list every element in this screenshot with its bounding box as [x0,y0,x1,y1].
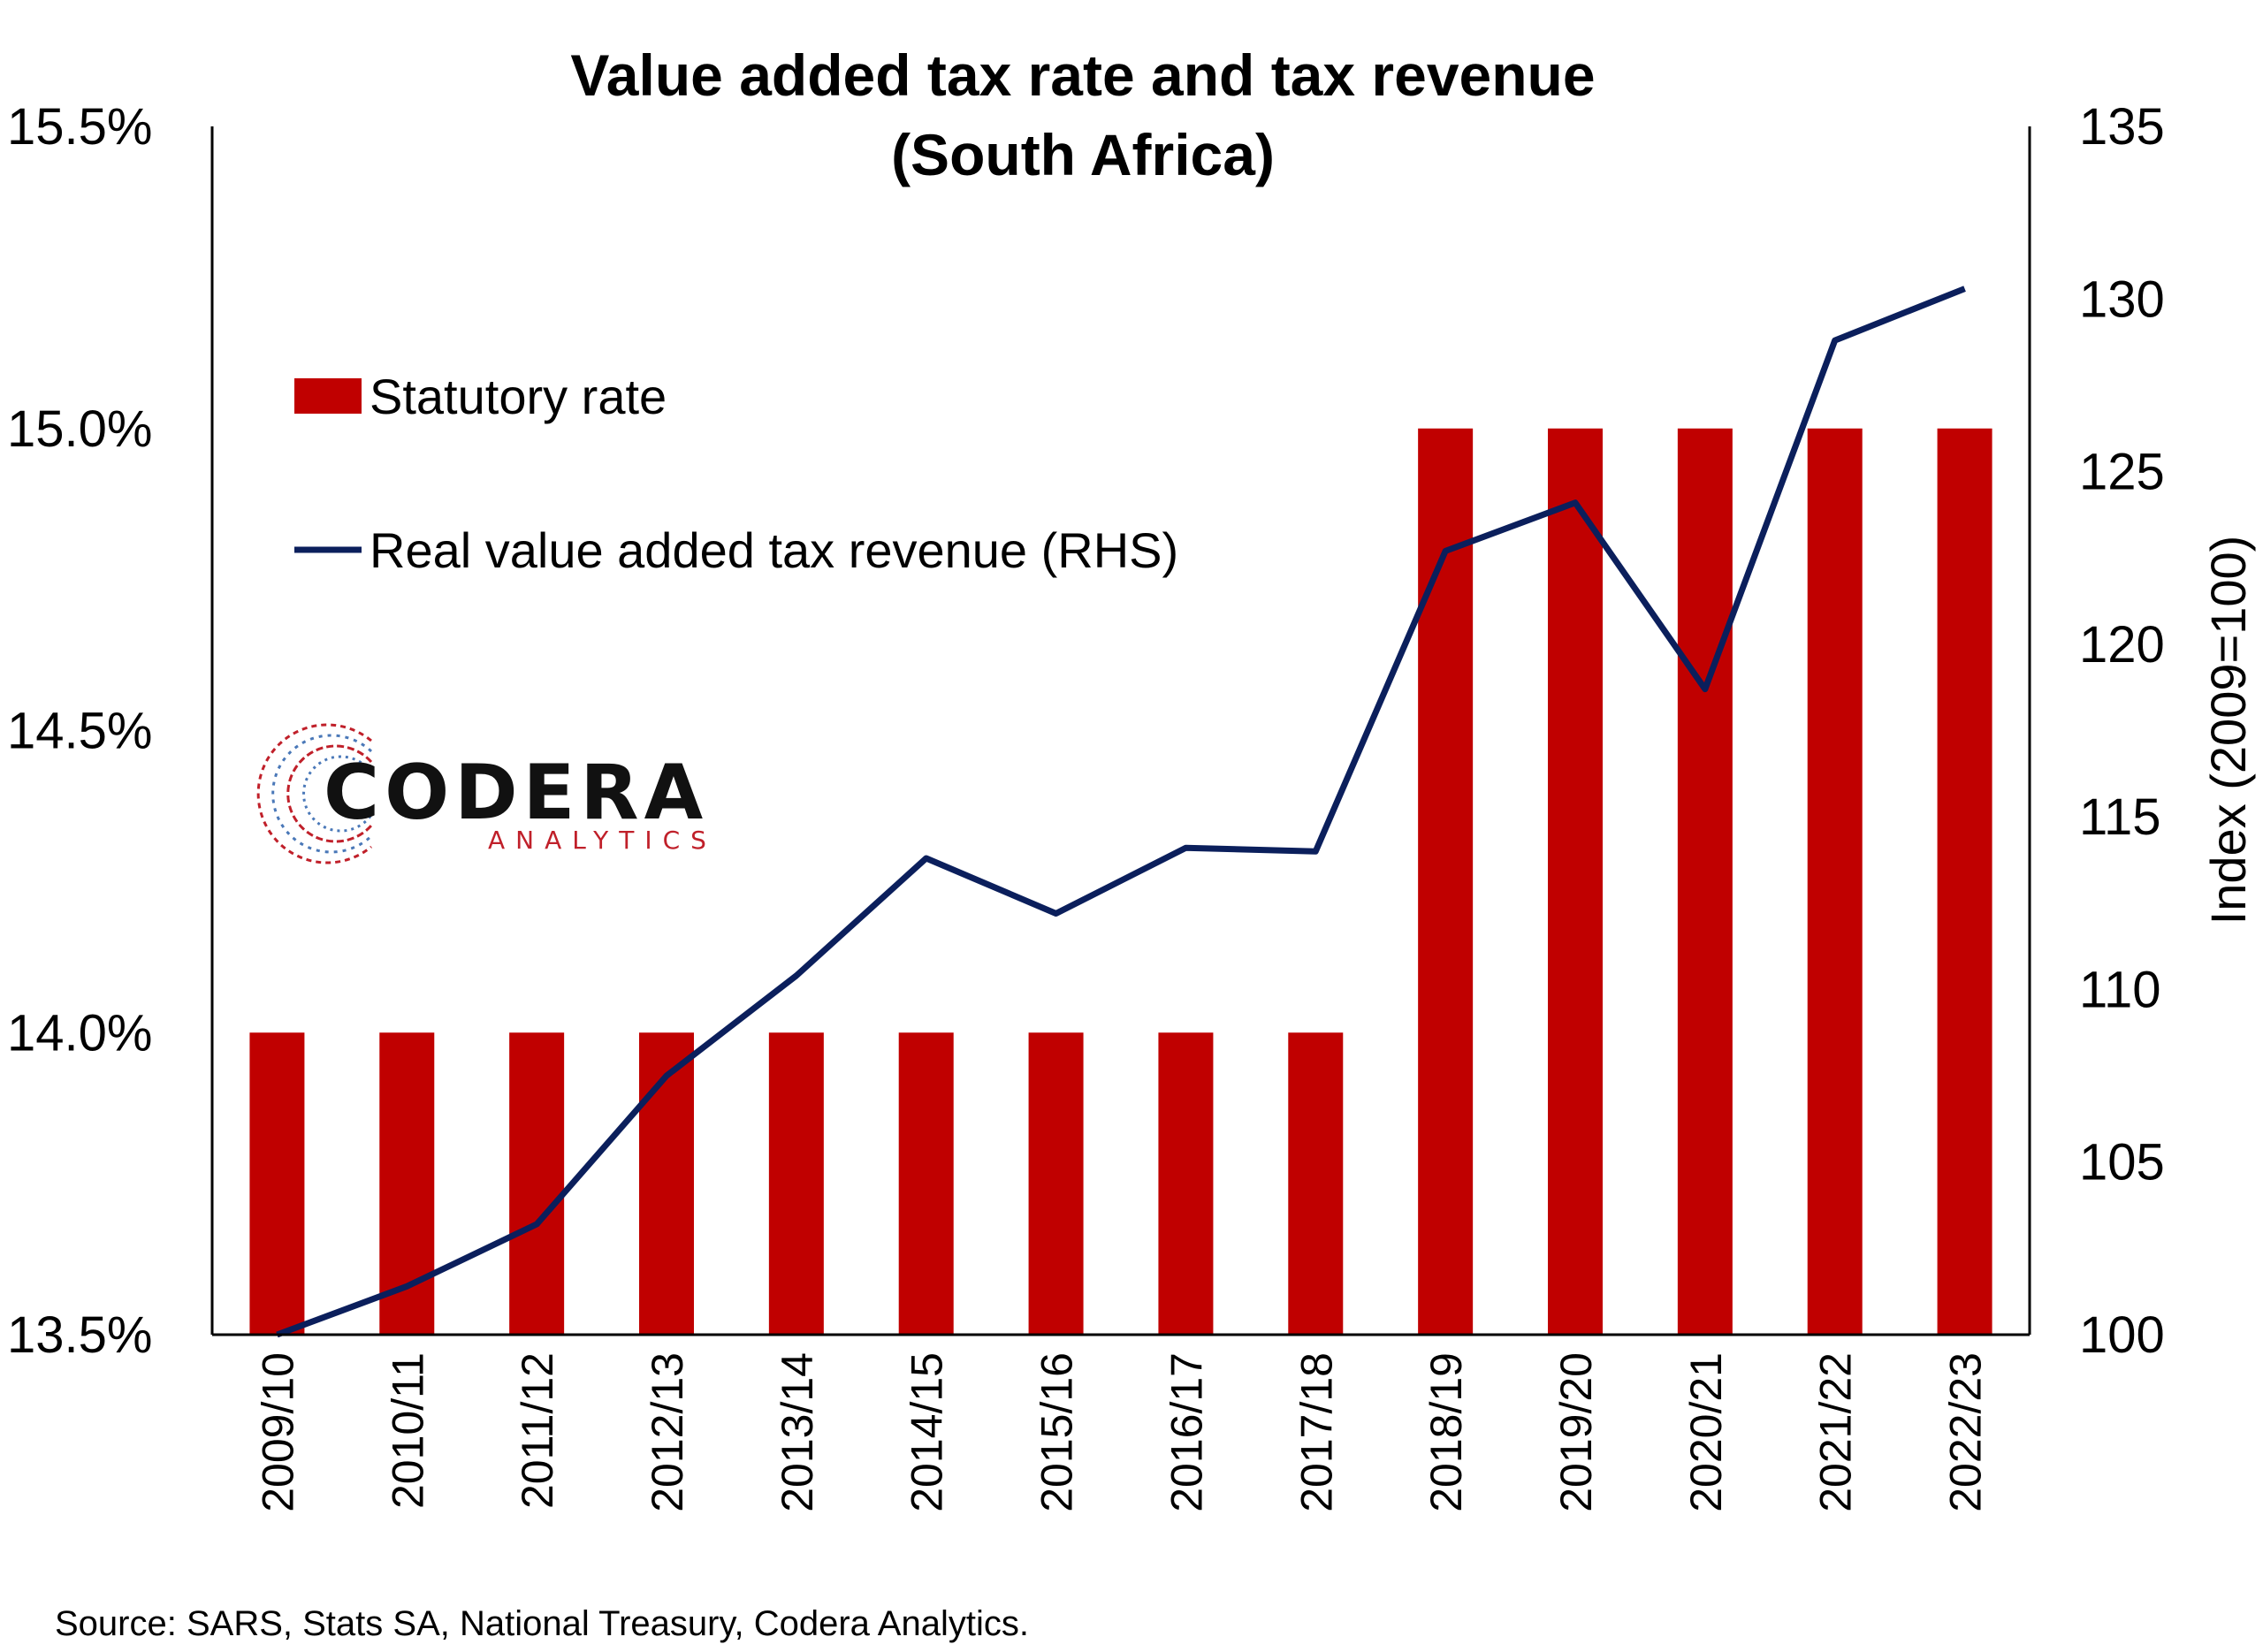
x-tick-label: 2021/22 [1811,1352,1861,1512]
x-tick-label: 2011/12 [513,1352,562,1509]
x-tick-label: 2014/15 [903,1352,952,1512]
codera-logo: CODERA ANALYTICS [256,723,717,864]
logo-ring-icon [256,723,373,864]
x-tick-label: 2019/20 [1551,1352,1601,1512]
logo-name: CODERA [324,749,708,837]
bar-2015/16 [1028,1032,1084,1335]
left-tick-label: 14.0% [7,1004,152,1062]
revenue-line [276,285,1966,1338]
bar-2018/19 [1418,428,1474,1335]
bar-2014/15 [898,1032,954,1335]
right-tick-label: 125 [2079,444,2165,501]
x-axis-ticks: 2009/10 2010/11 2011/12 2012/13 2013/14 2014/… [253,1352,1990,1512]
left-tick-label: 15.5% [7,98,152,156]
x-tick-label: 2015/16 [1032,1352,1082,1512]
x-tick-label: 2018/19 [1421,1352,1471,1512]
right-tick-label: 100 [2079,1306,2165,1364]
right-tick-label: 110 [2079,961,2160,1018]
chart-title: Value added tax rate and tax revenue [570,42,1595,108]
x-tick-label: 2016/17 [1162,1352,1211,1512]
x-tick-label: 2020/21 [1681,1352,1731,1512]
bar-2020/21 [1677,428,1733,1335]
x-tick-label: 2022/23 [1941,1352,1991,1512]
right-tick-label: 130 [2079,270,2165,328]
legend-label-line: Real value added tax revenue (RHS) [370,522,1178,578]
source-note: Source: SARS, Stats SA, National Treasur… [55,1604,1029,1643]
right-axis-ticks: 100 105 110 115 120 125 130 135 [2079,98,2165,1364]
right-axis-label: Index (2009=100) [2200,536,2256,925]
bar-2012/13 [639,1032,694,1335]
bar-2019/20 [1548,428,1603,1335]
left-tick-label: 14.5% [7,703,152,760]
x-tick-label: 2009/10 [253,1352,302,1512]
legend-swatch-bar [294,378,362,414]
x-tick-label: 2012/13 [643,1352,692,1512]
left-axis-ticks: 13.5% 14.0% 14.5% 15.0% 15.5% [7,98,152,1364]
right-tick-label: 120 [2079,616,2165,674]
x-tick-label: 2010/11 [383,1352,432,1509]
x-tick-label: 2017/18 [1292,1352,1341,1512]
right-tick-label: 135 [2079,98,2165,156]
line-series [276,285,1966,1338]
bar-series [249,428,1993,1335]
right-tick-label: 115 [2079,788,2160,846]
bar-2021/22 [1807,428,1863,1335]
right-tick-label: 105 [2079,1134,2165,1191]
bar-2011/12 [509,1032,565,1335]
bar-2009/10 [249,1032,305,1335]
logo-subname: ANALYTICS [488,826,717,855]
axes [210,126,2031,1336]
bar-2016/17 [1158,1032,1214,1335]
legend: Statutory rate Real value added tax reve… [294,369,1178,578]
left-tick-label: 13.5% [7,1306,152,1364]
bar-2013/14 [768,1032,824,1335]
legend-label-bar: Statutory rate [370,369,667,424]
bar-2022/23 [1937,428,1993,1335]
chart-subtitle: (South Africa) [891,122,1275,187]
x-tick-label: 2013/14 [773,1352,822,1512]
bar-2017/18 [1288,1032,1344,1335]
left-tick-label: 15.0% [7,400,152,458]
